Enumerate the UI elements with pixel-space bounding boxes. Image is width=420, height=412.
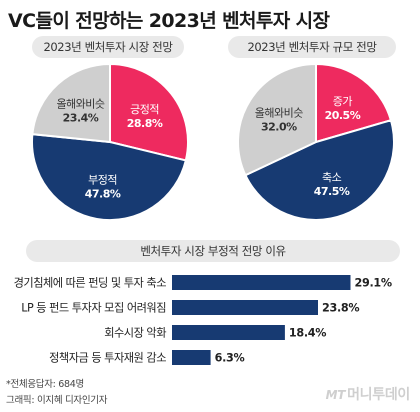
bar-2 [172, 325, 285, 340]
bar-1 [172, 300, 318, 315]
pie-right-slice-0 [315, 62, 393, 144]
bar-value-label-2: 18.4% [289, 327, 326, 340]
bar-chart-negative-reasons: 경기침체에 따른 펀딩 및 투자 축소 29.1% LP 등 펀드 투자자 모집 어… [14, 275, 392, 365]
pie-right-slice-2 [237, 62, 317, 177]
bar-chart-title: 벤처투자 시장 부정적 전망 이유 [26, 240, 400, 262]
bar-value-label-1: 23.8% [322, 302, 359, 315]
bar-3 [172, 350, 211, 365]
pie-left-slice-0-label: 긍정적 [130, 103, 159, 116]
page-title: VC들이 전망하는 2023년 벤처투자 시장 [8, 10, 330, 32]
pie-right-slice-1 [244, 119, 395, 221]
pie-left-title: 2023년 벤처투자 시장 전망 [32, 36, 184, 58]
pie-left-slice-1 [30, 133, 187, 222]
pie-left-slice-1-label: 부정적 [88, 173, 117, 186]
logo-mark: MT [325, 388, 346, 402]
bar-category-label-0: 경기침체에 따른 펀딩 및 투자 축소 [14, 276, 167, 290]
pie-right-title: 2023년 벤처투자 규모 전망 [228, 36, 396, 58]
footnote-credit: 그래픽: 이지혜 디자인기자 [6, 395, 108, 406]
logo-text: 머니투데이 [347, 387, 410, 403]
pie-right-slice-1-value: 47.5% [314, 185, 350, 198]
pie-left-slice-2 [31, 62, 111, 144]
pie-left-slice-2-value: 23.4% [63, 111, 99, 124]
pie-left-slice-0 [109, 62, 189, 162]
bar-value-label-0: 29.1% [355, 277, 392, 290]
pie-left-slice-2-label: 올해와비슷 [56, 96, 104, 110]
bar-category-label-2: 회수시장 악화 [104, 327, 166, 340]
pie-right-slice-0-value: 20.5% [325, 109, 361, 122]
pie-right-slice-1-label: 축소 [322, 171, 342, 184]
bar-value-label-3: 6.3% [215, 352, 245, 365]
bar-category-label-1: LP 등 펀드 투자자 모집 어려워짐 [21, 302, 166, 315]
publisher-logo: MT 머니투데이 [325, 384, 411, 404]
pie-right-slice-2-label: 올해와비슷 [255, 105, 303, 119]
pie-right-slice-0-label: 증가 [333, 95, 353, 108]
footnote-respondents: *전체응답자: 684명 [6, 379, 84, 390]
pie-left-slice-1-value: 47.8% [85, 187, 121, 200]
bar-0 [172, 275, 351, 290]
pie-right-slice-2-value: 32.0% [261, 120, 297, 133]
bar-category-label-3: 정책자금 등 투자재원 감소 [49, 351, 166, 365]
pie-left-slice-0-value: 28.8% [127, 117, 163, 130]
